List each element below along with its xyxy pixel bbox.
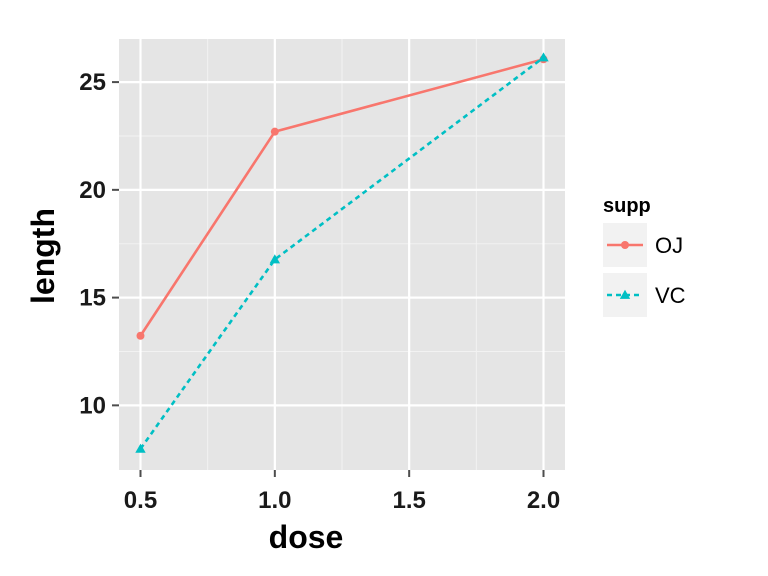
- x-tick-label: 2.0: [527, 487, 560, 514]
- x-tick-labels: 0.5 1.0 1.5 2.0: [124, 487, 560, 514]
- major-gridlines: [119, 39, 565, 470]
- y-tick-label: 15: [79, 285, 106, 312]
- legend: supp OJ VC: [603, 195, 686, 317]
- data-point-vc: [269, 254, 281, 264]
- x-tick-label: 0.5: [124, 487, 157, 514]
- x-tick-label: 1.0: [258, 487, 291, 514]
- series-layer: [135, 52, 549, 453]
- axis-ticks: [112, 81, 545, 477]
- legend-title: supp: [603, 195, 651, 217]
- legend-key-marker-vc: [619, 289, 631, 299]
- data-point-vc: [538, 52, 549, 62]
- legend-label-vc: VC: [655, 283, 686, 308]
- y-tick-labels: 10 15 20 25: [79, 69, 106, 419]
- legend-label-oj: OJ: [655, 233, 683, 258]
- y-tick-label: 10: [79, 392, 106, 419]
- data-point-oj: [270, 127, 279, 136]
- data-point-vc: [135, 443, 146, 453]
- y-axis-title: length: [25, 208, 61, 304]
- legend-keys: OJ VC: [603, 223, 686, 317]
- x-tick-label: 1.5: [392, 487, 425, 514]
- legend-key-marker-oj: [621, 241, 629, 249]
- y-tick-label: 20: [79, 177, 106, 204]
- data-point-oj: [136, 331, 145, 340]
- y-tick-label: 25: [79, 69, 106, 96]
- minor-gridlines: [119, 39, 565, 470]
- x-axis-title: dose: [269, 519, 344, 555]
